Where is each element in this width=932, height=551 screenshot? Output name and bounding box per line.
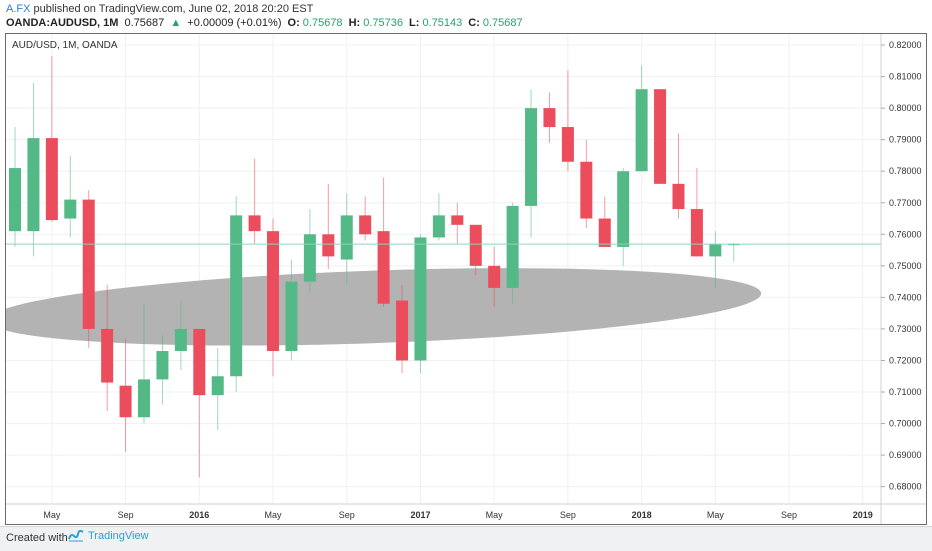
author-link[interactable]: A.FX [6,3,31,15]
y-tick-label: 0.78000 [889,166,922,176]
symbol-label: OANDA:AUDUSD, 1M [6,17,119,29]
y-tick-label: 0.71000 [889,387,922,397]
candle-body [690,209,703,257]
candle-body [45,138,58,221]
publish-info: A.FX published on TradingView.com, June … [6,3,313,15]
low-value: 0.75143 [422,17,463,29]
candle-body [709,244,722,257]
y-tick-label: 0.76000 [889,229,922,239]
candle-body [598,218,611,247]
x-tick-label: Sep [560,510,576,520]
chart-title: AUD/USD, 1M, OANDA [12,40,118,51]
y-tick-label: 0.77000 [889,198,922,208]
change-value: +0.00009 (+0.01%) [187,17,282,29]
high-label: H: [348,17,361,29]
candle-body [267,231,280,352]
ohlc-legend: OANDA:AUDUSD, 1M 0.75687 ▲ +0.00009 (+0.… [6,17,526,29]
chart-header: A.FX published on TradingView.com, June … [0,0,932,32]
candle-body [654,89,667,184]
x-tick-label: May [265,510,283,520]
x-tick-label: Sep [339,510,355,520]
x-tick-label: 2017 [410,510,430,520]
footer-bar: Created with TradingView [0,526,932,551]
candle-body [377,231,390,304]
price-scale[interactable]: 0.82000 0.81000 0.80000 0.79000 0.78000 0.770… [881,40,922,492]
candle-body [82,199,95,329]
candle-body [64,199,77,219]
candle-body [211,376,224,396]
y-tick-label: 0.81000 [889,72,922,82]
candle-body [414,237,427,361]
candle-body [396,300,409,361]
published-text: published on TradingView.com, June 02, 2… [33,3,314,15]
candle-body [193,328,206,396]
candle-body [340,215,353,260]
y-tick-label: 0.73000 [889,324,922,334]
candle-body [359,215,372,235]
tradingview-brand-text: TradingView [88,530,149,542]
candle-body [580,161,593,219]
candle-body [174,328,187,352]
y-tick-label: 0.82000 [889,40,922,50]
y-tick-label: 0.80000 [889,103,922,113]
close-value: 0.75687 [482,17,523,29]
y-tick-label: 0.79000 [889,135,922,145]
candle-body [617,171,630,247]
candle-body [635,89,648,172]
candle-body [451,215,464,225]
candle-body [156,351,169,380]
candle-body [248,215,261,232]
candle-body [672,183,685,210]
candle-body [119,385,132,418]
x-tick-label: 2018 [632,510,652,520]
x-tick-label: Sep [781,510,797,520]
candle-body [9,168,21,232]
y-tick-label: 0.75000 [889,261,922,271]
y-tick-label: 0.74000 [889,292,922,302]
price-chart[interactable]: 0.82000 0.81000 0.80000 0.79000 0.78000 0.770… [6,34,926,524]
candle-body [525,108,538,206]
candle-body [101,328,114,383]
x-tick-label: May [707,510,725,520]
x-tick-label: May [43,510,61,520]
x-tick-label: 2016 [189,510,209,520]
candle-body [322,234,335,257]
y-tick-label: 0.72000 [889,355,922,365]
high-value: 0.75736 [363,17,403,29]
created-with-text: Created with [6,532,68,544]
y-tick-label: 0.68000 [889,482,922,492]
candle-body [138,379,151,418]
y-tick-label: 0.70000 [889,419,922,429]
x-tick-label: 2019 [853,510,873,520]
open-label: O: [287,17,300,29]
candles-layer [9,56,740,478]
candle-body [27,138,40,232]
open-value: 0.75678 [302,17,343,29]
candle-body [432,215,445,238]
candle-body [506,205,519,288]
low-label: L: [409,17,420,29]
time-scale[interactable]: May Sep 2016 May Sep 2017 May Sep 2018 May Sep 2019 [43,510,872,520]
close-label: C: [468,17,480,29]
tradingview-link[interactable]: TradingView [68,530,149,542]
up-arrow-icon: ▲ [170,17,182,29]
candle-body [469,224,482,266]
tradingview-logo-icon [68,530,84,542]
candle-body [543,108,556,128]
candle-body [488,265,501,288]
x-tick-label: May [486,510,504,520]
chart-pane[interactable]: 0.82000 0.81000 0.80000 0.79000 0.78000 0.770… [5,33,927,525]
x-tick-label: Sep [118,510,134,520]
candle-body [303,234,316,282]
y-tick-label: 0.69000 [889,450,922,460]
candle-body [230,215,243,377]
last-price: 0.75687 [124,17,165,29]
candle-body [285,281,298,352]
candle-body [561,127,574,162]
